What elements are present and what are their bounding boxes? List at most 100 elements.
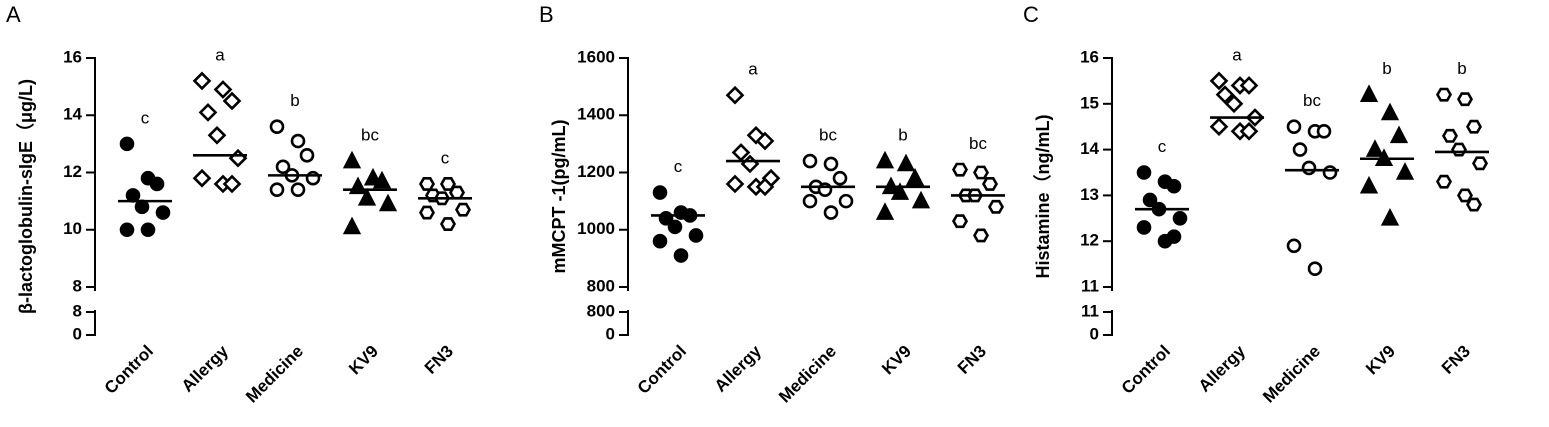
point [1239,121,1259,141]
point [896,153,916,172]
point [1465,119,1483,134]
point [207,125,227,145]
significance-letter: b [290,91,299,110]
y-tick-label: 1000 [577,219,615,238]
y-tick-label: 10 [63,219,82,238]
point [222,91,242,111]
y-tick-label: 12 [63,162,82,181]
x-tick-label: KV9 [345,342,382,379]
x-tick-label: Allergy [178,341,233,396]
point [1292,142,1308,157]
point [951,214,969,229]
point [838,193,854,209]
point [1380,207,1400,226]
y-tick-label: 16 [63,47,82,66]
point [1380,102,1400,121]
point [1441,128,1459,143]
point [1471,156,1489,171]
point [725,174,745,194]
point [149,176,165,192]
point [740,154,760,174]
point [731,143,751,162]
point [1301,160,1317,176]
significance-letter: c [441,148,450,167]
x-tick-label: Medicine [1259,342,1324,407]
significance-letter: b [898,126,907,145]
x-tick-label: Allergy [711,341,766,396]
point [890,182,910,200]
y-tick-label: 12 [1080,231,1099,250]
x-tick-label: KV9 [1362,342,1399,379]
y-axis-label: β-lactoglobulin-sIgE（μg/L) [16,79,36,314]
point [378,193,398,212]
significance-letter: c [141,108,150,127]
point [134,199,150,215]
point [342,150,362,169]
point [951,162,969,177]
point [213,80,233,99]
panel-label: C [1023,2,1039,27]
y-tick-label: 1400 [577,105,615,124]
point [418,177,436,191]
point [299,148,315,163]
x-tick-label: FN3 [1438,342,1474,378]
point [987,199,1005,214]
point [875,202,895,220]
point [342,216,362,235]
point [372,170,392,189]
significance-letter: b [1457,59,1466,78]
panel-label: B [539,2,554,27]
x-tick-label: Medicine [242,342,307,407]
point [1322,165,1338,180]
y-tick-label: 1600 [577,47,615,66]
point [972,228,990,243]
point [155,205,171,220]
point [823,156,839,172]
x-tick-label: Allergy [1195,341,1250,396]
y-tick-label: 8 [73,301,82,320]
point [1359,175,1379,194]
y-tick-label: 11 [1081,276,1099,295]
significance-letter: b [1382,59,1391,78]
y-tick-label: 8 [73,276,82,295]
point [363,167,383,186]
point [448,185,466,200]
y-axis-label: Histamine（ng/mL) [1033,114,1053,278]
point [192,71,212,91]
point [817,182,833,197]
point [275,159,291,175]
point [1435,174,1453,189]
point [269,182,285,197]
point [1166,229,1182,244]
point [1456,92,1474,107]
significance-letter: a [1232,45,1242,64]
point [1395,162,1415,180]
point [802,153,818,169]
point [667,219,683,235]
y-tick-label: 1200 [577,162,615,181]
y-tick-label: 15 [1080,93,1099,112]
panel-label: A [6,2,21,27]
point [125,188,141,203]
point [981,177,999,191]
y-tick-label: 11 [1081,301,1099,320]
point [1172,211,1188,226]
point [652,185,668,200]
point [140,222,156,238]
point [222,174,242,194]
point [1209,117,1229,137]
y-tick-label: 14 [63,105,82,124]
point [673,248,689,263]
point [1224,94,1244,114]
panel: A 8 10 12 14 16 0 8 β-lactoglobulin-sIgE（μg/L) Co… [6,2,472,407]
point [119,136,135,152]
point [911,190,931,209]
point [1316,123,1332,139]
point [1389,125,1409,144]
point [802,193,818,209]
point [1450,142,1468,157]
x-tick-label: FN3 [421,342,457,378]
y-tick-label: 16 [1080,47,1099,66]
significance-letter: c [1158,137,1167,156]
